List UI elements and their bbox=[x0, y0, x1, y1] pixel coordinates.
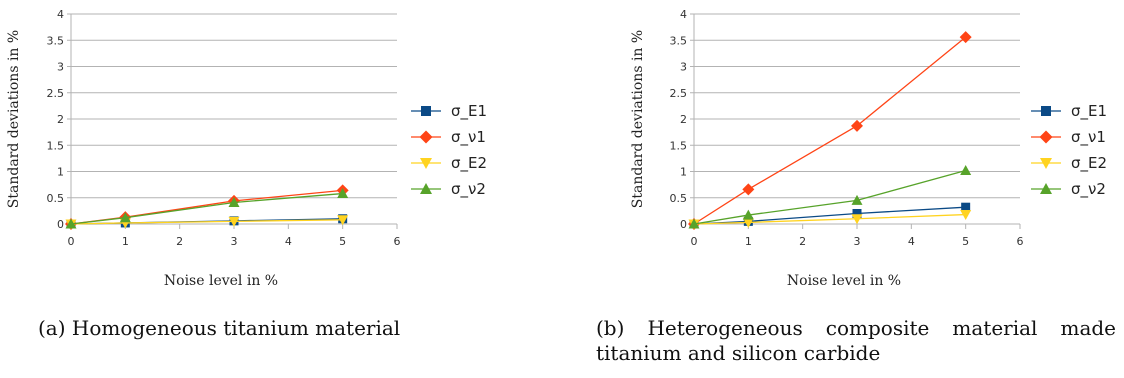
legend-marker bbox=[1041, 106, 1051, 116]
y-tick-label: 0 bbox=[57, 218, 64, 231]
y-axis-label: Standard deviations in % bbox=[630, 30, 646, 208]
data-point bbox=[959, 31, 972, 44]
x-tick-label: 6 bbox=[1017, 235, 1024, 248]
data-point bbox=[228, 216, 240, 227]
y-tick-label: 2.5 bbox=[670, 87, 688, 100]
data-point bbox=[961, 202, 971, 212]
series-line-4 bbox=[70, 192, 343, 225]
legend-label: σ_ν2 bbox=[1071, 180, 1106, 199]
y-tick-label: 1.5 bbox=[47, 139, 65, 152]
legend-marker bbox=[421, 106, 431, 116]
y-tick-label: 3 bbox=[680, 61, 687, 74]
x-tick-label: 1 bbox=[745, 235, 752, 248]
x-axis-label: Noise level in % bbox=[164, 273, 278, 289]
x-tick-label: 4 bbox=[285, 235, 292, 248]
x-tick-label: 5 bbox=[962, 235, 969, 248]
chart-panel-a: 0 0.5 1 1.5 2 2.5 3 3.5 4 0 1 2 3 4 5 6 Noise level in %… bbox=[6, 8, 487, 340]
data-point bbox=[742, 209, 754, 220]
legend-label: σ_ν2 bbox=[451, 180, 486, 199]
y-tick-label: 1.5 bbox=[670, 139, 688, 152]
chart-a: 0 0.5 1 1.5 2 2.5 3 3.5 4 0 1 2 3 4 5 6 Noise level in %… bbox=[6, 8, 487, 289]
x-axis-label: Noise level in % bbox=[787, 273, 901, 289]
legend-label: σ_E2 bbox=[451, 154, 487, 173]
legend-label: σ_E2 bbox=[1071, 154, 1107, 173]
y-tick-label: 1 bbox=[57, 166, 64, 179]
x-tick-label: 6 bbox=[394, 235, 401, 248]
data-point bbox=[960, 164, 972, 175]
x-tick-label: 1 bbox=[122, 235, 129, 248]
legend-marker bbox=[1039, 130, 1053, 144]
data-point bbox=[337, 188, 349, 199]
y-tick-label: 3.5 bbox=[47, 34, 65, 47]
data-point bbox=[119, 212, 131, 223]
legend-marker bbox=[420, 158, 432, 169]
y-tick-label: 3.5 bbox=[670, 34, 688, 47]
y-tick-label: 0.5 bbox=[670, 192, 688, 205]
chart-panel-b: 0 0.5 1 1.5 2 2.5 3 3.5 4 0 1 2 3 4 5 6 Noise level in %… bbox=[562, 0, 1124, 378]
data-point bbox=[742, 183, 755, 196]
x-tick-label: 3 bbox=[854, 235, 861, 248]
data-point bbox=[337, 215, 349, 226]
legend-label: σ_E1 bbox=[451, 102, 487, 121]
series-line-2 bbox=[693, 36, 967, 225]
y-tick-label: 2 bbox=[57, 113, 64, 126]
caption-b: (b) Heterogeneous composite material mad… bbox=[596, 316, 1116, 365]
legend-label: σ_E1 bbox=[1071, 102, 1107, 121]
caption-a: (a) Homogeneous titanium material bbox=[38, 316, 401, 340]
chart-b: 0 0.5 1 1.5 2 2.5 3 3.5 4 0 1 2 3 4 5 6 Noise level in %… bbox=[630, 8, 1107, 289]
y-tick-label: 2.5 bbox=[47, 87, 65, 100]
x-tick-label: 0 bbox=[68, 235, 75, 248]
x-tick-label: 0 bbox=[691, 235, 698, 248]
y-tick-label: 4 bbox=[57, 8, 64, 21]
x-tick-label: 2 bbox=[799, 235, 806, 248]
x-tick-label: 5 bbox=[339, 235, 346, 248]
legend-marker bbox=[1040, 183, 1052, 194]
data-point bbox=[960, 210, 972, 221]
y-tick-label: 0.5 bbox=[47, 192, 65, 205]
y-tick-label: 0 bbox=[680, 218, 687, 231]
data-point bbox=[851, 214, 863, 225]
y-axis-label: Standard deviations in % bbox=[6, 30, 22, 208]
data-point bbox=[852, 209, 862, 218]
series-line-3 bbox=[693, 213, 966, 225]
legend-marker bbox=[420, 183, 432, 194]
y-tick-label: 2 bbox=[680, 113, 687, 126]
legend-label: σ_ν1 bbox=[1071, 128, 1106, 147]
legend-label: σ_ν1 bbox=[451, 128, 486, 147]
y-tick-label: 1 bbox=[680, 166, 687, 179]
x-tick-label: 4 bbox=[908, 235, 915, 248]
legend-marker bbox=[1040, 158, 1052, 169]
data-point bbox=[688, 218, 700, 229]
data-point bbox=[851, 119, 863, 132]
x-tick-label: 3 bbox=[231, 235, 238, 248]
data-point bbox=[65, 218, 77, 229]
data-point bbox=[851, 194, 863, 205]
legend-marker bbox=[419, 130, 433, 144]
y-tick-label: 4 bbox=[680, 8, 687, 21]
data-point bbox=[228, 196, 240, 207]
x-tick-label: 2 bbox=[176, 235, 183, 248]
y-tick-label: 3 bbox=[57, 61, 64, 74]
series-line-4 bbox=[693, 169, 966, 225]
series-line-3 bbox=[70, 219, 343, 225]
data-point bbox=[742, 217, 754, 228]
